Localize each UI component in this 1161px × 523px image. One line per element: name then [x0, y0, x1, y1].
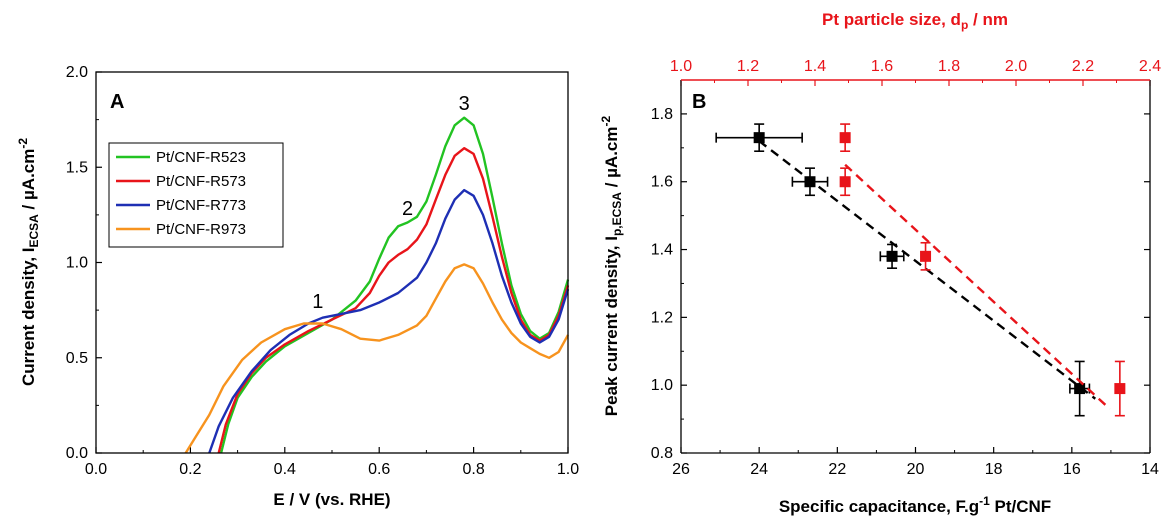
- panel-b: 26 24 22 20 18 16 14 1.0 1.2 1.4 1.6 1.8 2.0 2.2 2.4 0.…: [599, 10, 1161, 516]
- panel-b-x2label: Pt particle size, dp / nm: [822, 10, 1008, 32]
- panel-a-xtick-label: 0.6: [368, 461, 390, 478]
- panel-a-ytick-label: 0.5: [66, 350, 88, 367]
- panel-b-ticks: 26 24 22 20 18 16 14 1.0 1.2 1.4 1.6 1.8 2.0 2.2 2.4 0.…: [651, 58, 1161, 478]
- panel-b-xlabel: Specific capacitance, F.g-1 Pt/CNF: [779, 494, 1051, 516]
- panel-b-xtick-label: 14: [1141, 461, 1159, 478]
- panel-a-ylabel: Current density, IECSA / µA.cm-2: [16, 138, 41, 386]
- legend-label: Pt/CNF-R523: [156, 149, 246, 166]
- data-point-marker: [804, 176, 816, 188]
- panel-a-xtick-label: 0.4: [274, 461, 296, 478]
- data-point-marker: [920, 250, 932, 262]
- peak-annotation: 3: [459, 93, 470, 115]
- panel-b-x2tick-label: 2.0: [1005, 58, 1027, 75]
- panel-b-x2tick-label: 1.0: [670, 58, 692, 75]
- legend-label: Pt/CNF-R573: [156, 173, 246, 190]
- panel-a-ytick-label: 1.5: [66, 159, 88, 176]
- panel-b-ytick-label: 1.8: [651, 106, 673, 123]
- panel-a-xlabel: E / V (vs. RHE): [273, 490, 390, 509]
- panel-b-xtick-label: 18: [985, 461, 1003, 478]
- panel-a-series: [184, 116, 570, 454]
- panel-a-ytick-label: 1.0: [66, 255, 88, 272]
- panel-b-x2tick-label: 2.4: [1139, 58, 1161, 75]
- panel-b-ytick-label: 1.6: [651, 174, 673, 191]
- panel-b-xtick-label: 24: [750, 461, 768, 478]
- panel-b-ytick-label: 0.8: [651, 445, 673, 462]
- data-point-marker: [1074, 383, 1086, 395]
- panel-b-series: [715, 123, 1126, 417]
- panel-b-x2tick-label: 1.8: [938, 58, 960, 75]
- legend-label: Pt/CNF-R773: [156, 197, 246, 214]
- panel-b-x2tick-label: 1.4: [804, 58, 826, 75]
- legend-label: Pt/CNF-R973: [156, 221, 246, 238]
- fit-line: [844, 163, 1111, 410]
- series-line-pt-cnf-r973: [184, 263, 570, 454]
- panel-b-ytick-label: 1.4: [651, 242, 673, 259]
- panel-a-legend: Pt/CNF-R523 Pt/CNF-R573 Pt/CNF-R773 Pt/CNF-…: [108, 142, 284, 248]
- panel-b-xtick-label: 26: [672, 461, 690, 478]
- panel-a-ticks: 0.0 0.2 0.4 0.6 0.8 1.0 0.0 0.5 1.0 1.5 2.0: [66, 64, 579, 478]
- panel-b-xtick-label: 22: [828, 461, 846, 478]
- panel-b-x2tick-label: 2.2: [1072, 58, 1094, 75]
- data-point-marker: [839, 176, 851, 188]
- panel-a-xtick-label: 1.0: [557, 461, 579, 478]
- panel-a-ytick-label: 2.0: [66, 64, 88, 81]
- series-line-pt-cnf-r573: [217, 147, 570, 454]
- panel-b-ylabel: Peak current density, Ip,ECSA / µA.cm-2: [599, 115, 624, 416]
- panel-a-annotations: 1 2 3: [312, 93, 469, 313]
- data-point-marker: [753, 132, 765, 144]
- panel-a-xtick-label: 0.8: [462, 461, 484, 478]
- panel-b-xtick-label: 20: [907, 461, 925, 478]
- panel-b-letter: B: [692, 91, 706, 113]
- panel-a-ytick-label: 0.0: [66, 445, 88, 462]
- peak-annotation: 2: [402, 198, 413, 220]
- peak-annotation: 1: [312, 291, 323, 313]
- series-line-pt-cnf-r773: [208, 188, 570, 454]
- panel-a-letter: A: [110, 91, 124, 113]
- panel-a-frame: [95, 71, 569, 454]
- data-point-marker: [886, 250, 898, 262]
- panel-b-ytick-label: 1.0: [651, 377, 673, 394]
- panel-b-xtick-label: 16: [1063, 461, 1081, 478]
- data-point-marker: [1114, 383, 1126, 395]
- data-point-marker: [839, 132, 851, 144]
- panel-b-ytick-label: 1.2: [651, 309, 673, 326]
- panel-b-x2tick-label: 1.2: [737, 58, 759, 75]
- series-line-pt-cnf-r523: [219, 116, 570, 454]
- panel-b-x2tick-label: 1.6: [871, 58, 893, 75]
- panel-a: 0.0 0.2 0.4 0.6 0.8 1.0 0.0 0.5 1.0 1.5 2.0 A Pt/C…: [16, 64, 579, 509]
- panel-a-xtick-label: 0.0: [85, 461, 107, 478]
- panel-a-xtick-label: 0.2: [179, 461, 201, 478]
